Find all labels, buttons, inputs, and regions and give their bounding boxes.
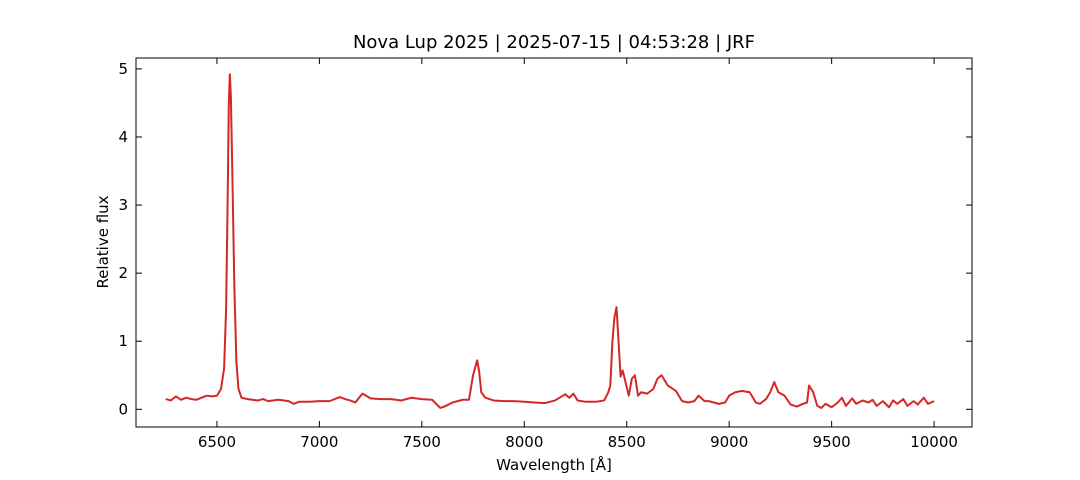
y-tick-label: 2 bbox=[118, 264, 128, 282]
y-axis-label: Relative flux bbox=[94, 195, 112, 288]
x-tick-label: 9500 bbox=[813, 433, 851, 451]
x-tick-label: 7500 bbox=[403, 433, 441, 451]
x-tick-label: 10000 bbox=[910, 433, 958, 451]
x-tick-label: 7000 bbox=[300, 433, 338, 451]
y-tick-label: 0 bbox=[118, 400, 128, 418]
spectrum-line bbox=[165, 73, 935, 409]
x-axis-label: Wavelength [Å] bbox=[496, 455, 612, 474]
x-tick-label: 8000 bbox=[505, 433, 543, 451]
x-tick-label: 6500 bbox=[198, 433, 236, 451]
x-tick-label: 8500 bbox=[608, 433, 646, 451]
plot-frame bbox=[135, 57, 973, 428]
y-tick-label: 4 bbox=[118, 128, 128, 146]
y-tick-label: 1 bbox=[118, 332, 128, 350]
x-tick-label: 9000 bbox=[710, 433, 748, 451]
chart-title: Nova Lup 2025 | 2025-07-15 | 04:53:28 | … bbox=[353, 32, 755, 53]
y-tick-label: 3 bbox=[118, 196, 128, 214]
y-tick-label: 5 bbox=[118, 60, 128, 78]
